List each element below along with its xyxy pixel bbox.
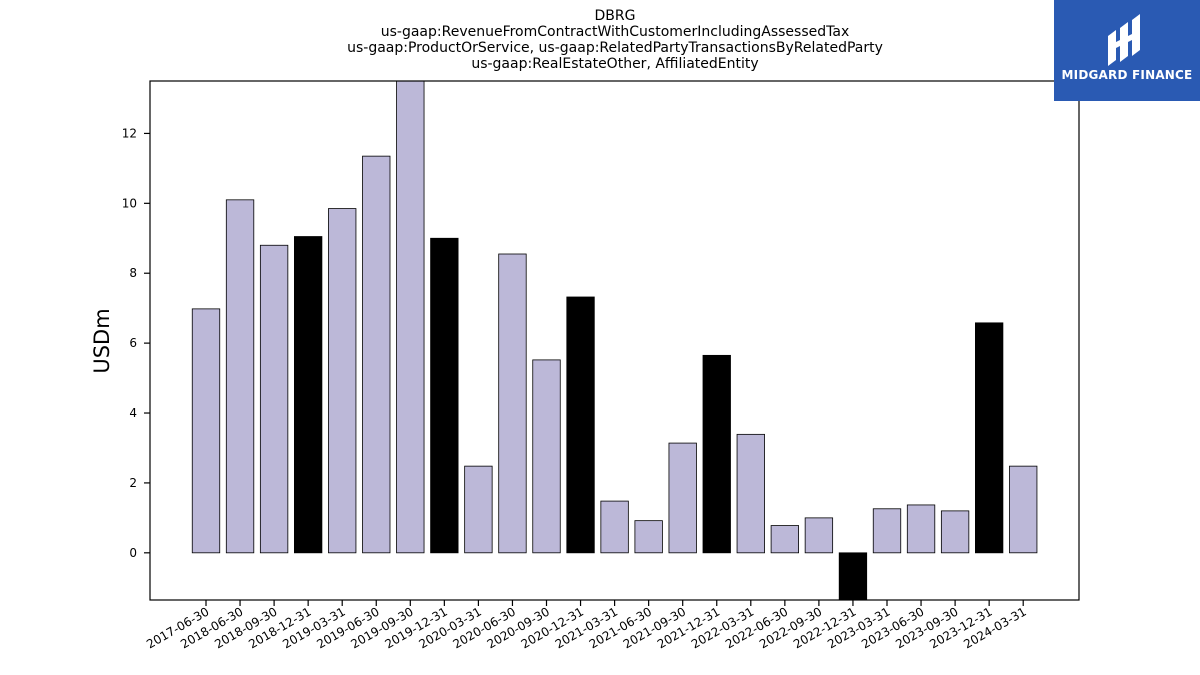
chart-title-line: us-gaap:RevenueFromContractWithCustomerI…	[381, 24, 850, 40]
bar-2022-03-31	[736, 433, 765, 554]
chart-title-line: us-gaap:RealEstateOther, AffiliatedEntit…	[471, 56, 758, 72]
bar-2018-12-31	[293, 236, 323, 554]
bar-2017-06-30	[191, 308, 221, 554]
bar-2022-09-30	[804, 517, 834, 554]
bar-2024-03-31	[1009, 465, 1038, 554]
y-tick-label: 8	[129, 266, 137, 280]
bar-2021-06-30	[634, 520, 663, 554]
chart-title-line: DBRG	[595, 8, 636, 24]
bar-2020-09-30	[532, 359, 561, 554]
bar-2022-06-30	[770, 525, 799, 554]
logo: MIDGARD FINANCE	[1054, 0, 1200, 101]
bar-2018-09-30	[259, 244, 289, 554]
y-tick-label: 12	[122, 126, 137, 140]
bar-2023-12-31	[975, 322, 1004, 554]
bar-2021-09-30	[668, 442, 697, 554]
chart-title: DBRGus-gaap:RevenueFromContractWithCusto…	[347, 8, 883, 72]
bar-2019-06-30	[362, 155, 391, 554]
bar-2021-12-31	[702, 354, 731, 554]
y-tick-label: 2	[129, 476, 137, 490]
bar-2020-12-31	[566, 296, 595, 554]
bar-2020-06-30	[498, 253, 527, 554]
bar-2019-09-30	[396, 80, 425, 554]
bar-2019-03-31	[328, 208, 357, 554]
bar-2019-12-31	[430, 237, 459, 554]
y-tick-label: 4	[129, 406, 137, 420]
y-tick-label: 0	[129, 546, 137, 560]
bar-2020-03-31	[464, 465, 493, 554]
y-axis: 0 2 4 6 8 10 12	[122, 126, 150, 560]
chart-title-line: us-gaap:ProductOrService, us-gaap:Relate…	[347, 40, 883, 56]
y-tick-label: 6	[129, 336, 137, 350]
bar-2018-06-30	[225, 199, 255, 554]
bar-2023-06-30	[906, 504, 936, 554]
logo-text: MIDGARD FINANCE	[1061, 68, 1193, 82]
y-tick-label: 10	[122, 196, 137, 210]
bar-2023-09-30	[940, 510, 970, 554]
y-axis-label: USDm	[90, 308, 114, 373]
midgard-logo-icon	[1108, 14, 1140, 66]
bars	[191, 80, 1038, 601]
bar-2021-03-31	[600, 500, 629, 554]
x-axis: 2017-06-302018-06-302018-09-302018-12-31…	[144, 600, 1029, 651]
bar-2022-12-31	[838, 552, 868, 601]
bar-2023-03-31	[872, 508, 902, 554]
